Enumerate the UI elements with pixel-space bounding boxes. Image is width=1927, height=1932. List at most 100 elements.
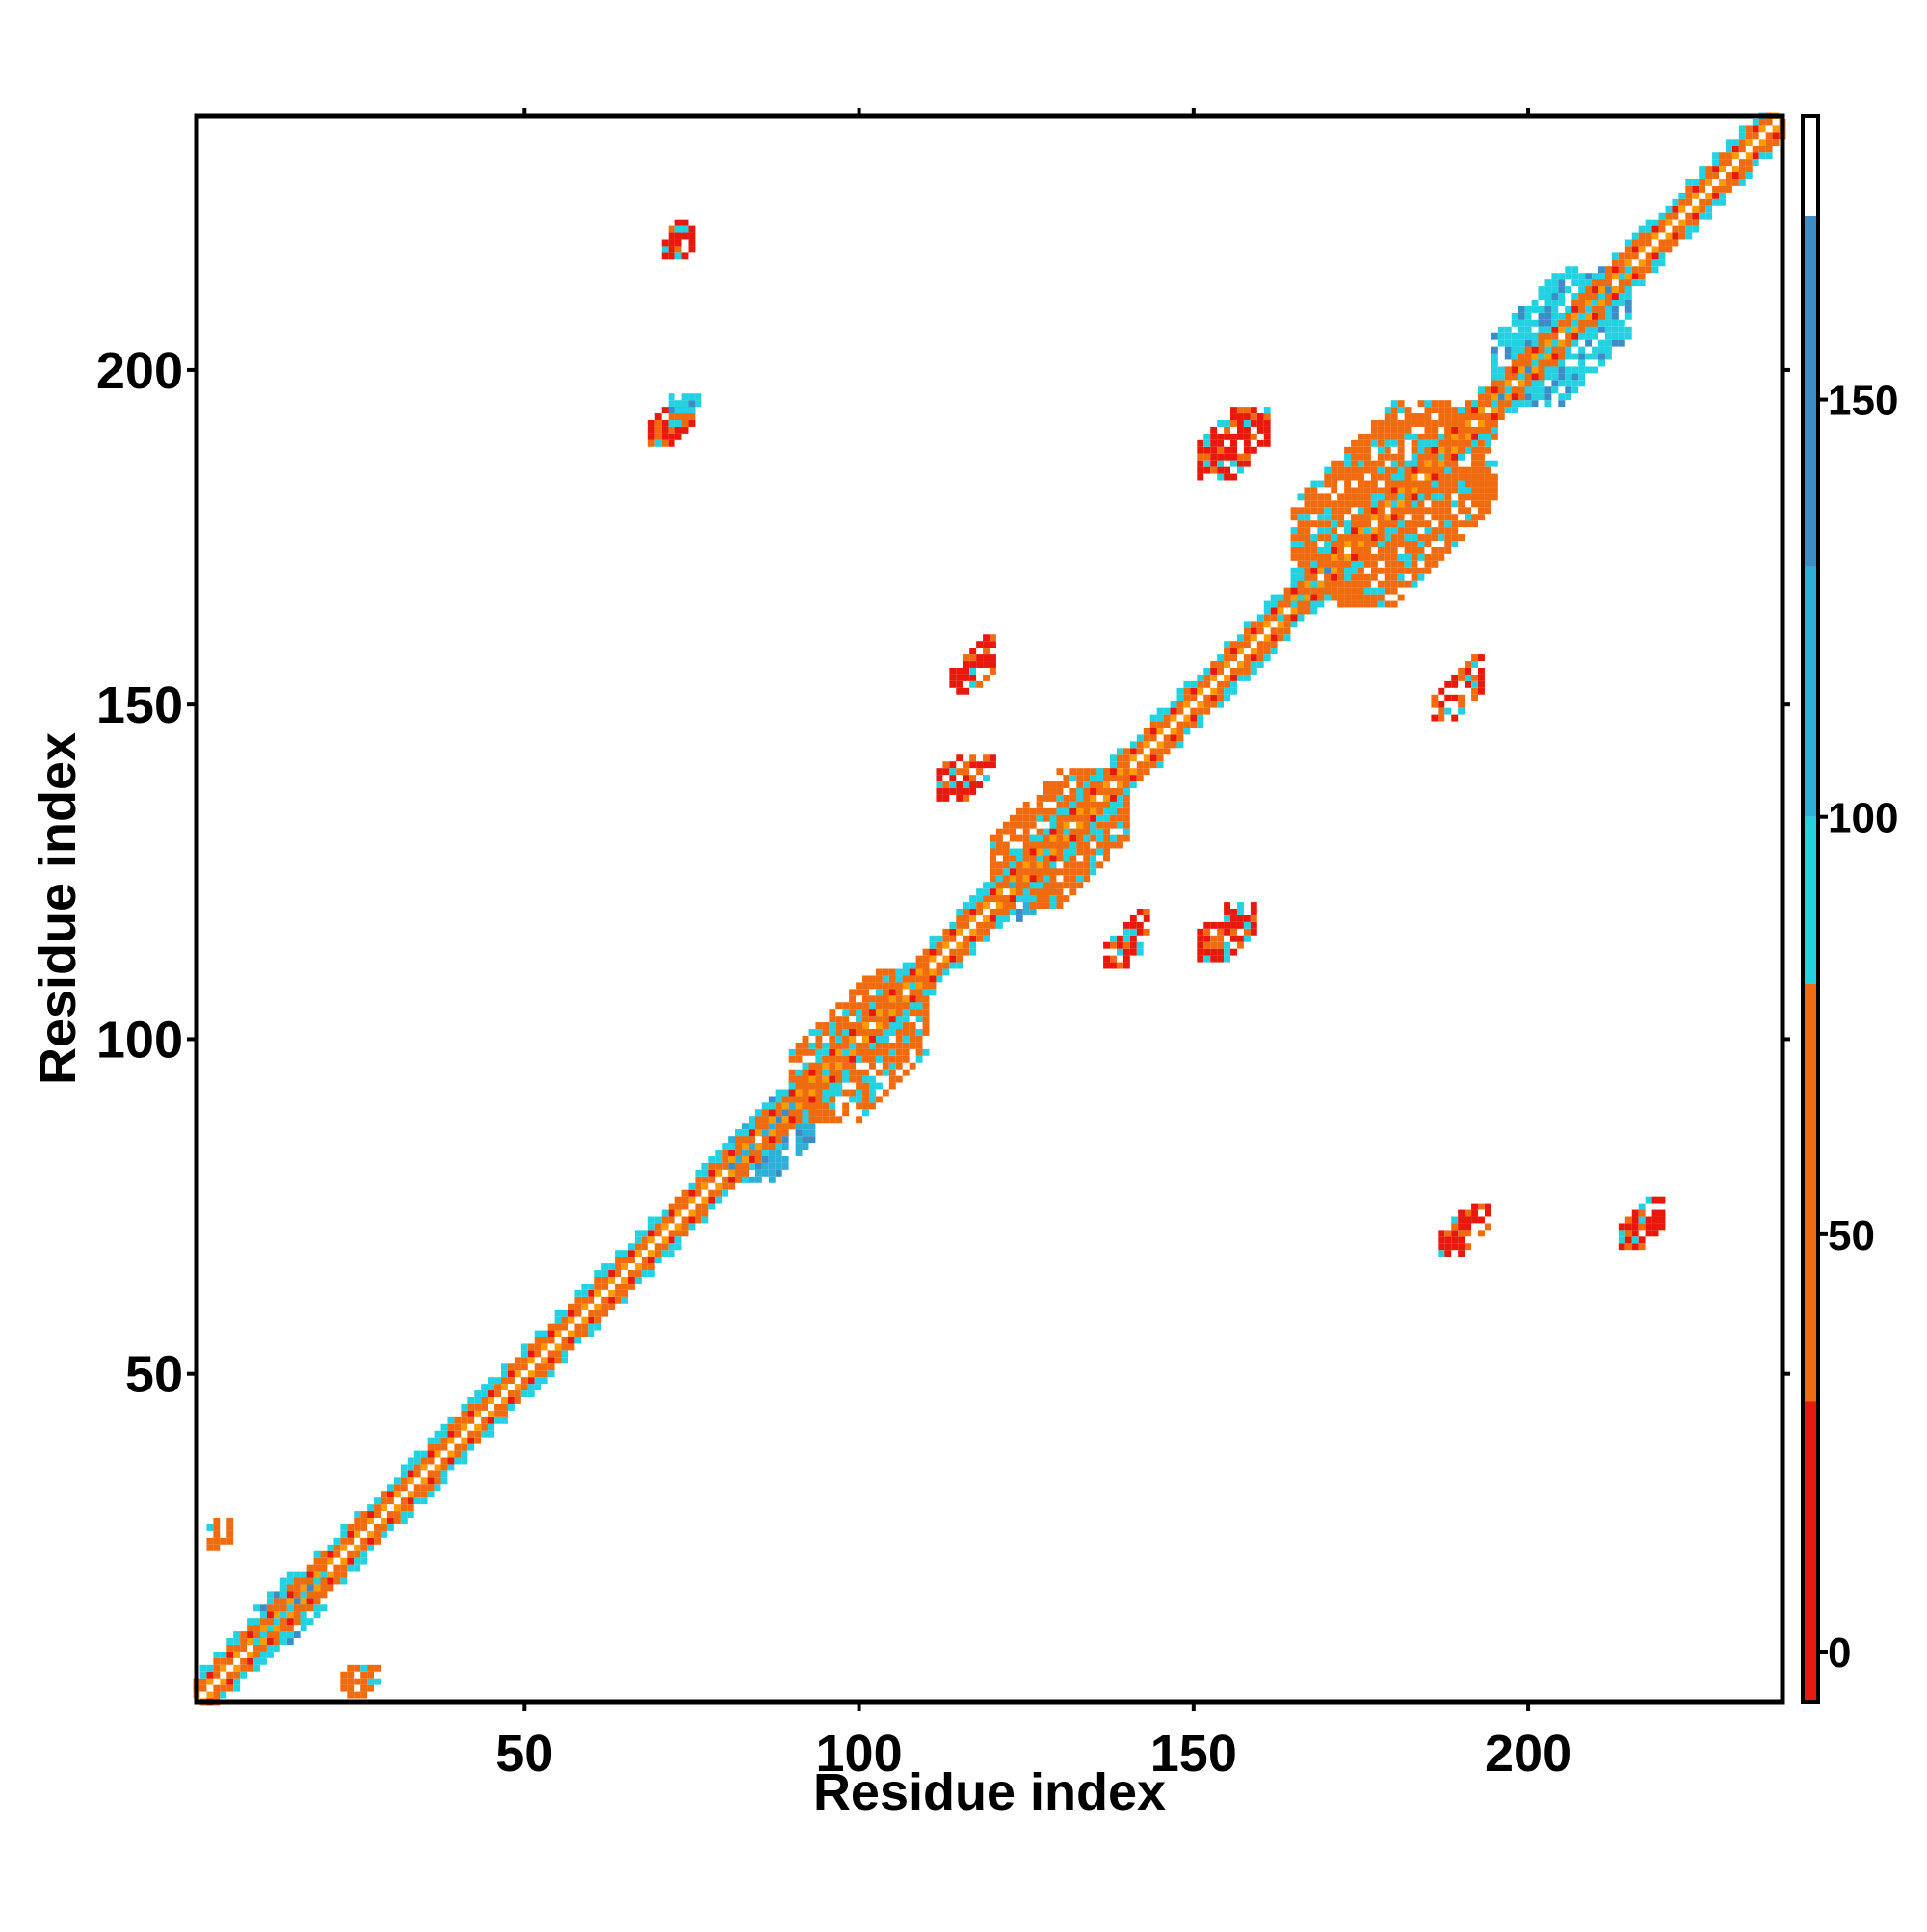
heat-cell xyxy=(1122,801,1130,808)
colorbar-tick-label: 50 xyxy=(1828,1212,1875,1259)
heat-cell xyxy=(561,1316,568,1324)
heat-cell xyxy=(795,1042,803,1049)
heat-cell xyxy=(1337,573,1345,581)
heat-cell xyxy=(1283,600,1291,608)
heat-cell xyxy=(1551,380,1559,387)
heat-cell xyxy=(902,968,910,976)
heat-cell xyxy=(340,1557,348,1565)
heat-cell xyxy=(1411,514,1418,521)
heat-cell xyxy=(320,1550,328,1558)
heat-cell xyxy=(1116,821,1123,829)
heat-cell xyxy=(1377,493,1385,501)
heat-cell xyxy=(1290,567,1298,574)
heat-cell xyxy=(1290,573,1298,581)
heat-cell xyxy=(1116,962,1123,969)
heat-cell xyxy=(1645,252,1652,260)
heat-cell xyxy=(654,413,662,420)
heat-cell xyxy=(1009,861,1016,869)
heat-cell xyxy=(1197,473,1204,481)
heat-cell xyxy=(1444,453,1452,461)
heat-cell xyxy=(220,1678,227,1685)
heat-cell xyxy=(995,848,1003,856)
heat-cell xyxy=(1351,560,1358,568)
heat-cell xyxy=(1518,346,1525,354)
heat-cell xyxy=(1444,680,1452,688)
heat-cell xyxy=(842,1002,850,1010)
heat-cell xyxy=(1096,848,1104,856)
heat-cell xyxy=(1243,433,1251,440)
heat-cell xyxy=(902,1069,910,1076)
heat-cell xyxy=(976,888,984,896)
heat-cell xyxy=(1658,219,1666,226)
heat-cell xyxy=(1417,439,1425,447)
heat-cell xyxy=(1404,527,1412,535)
heat-cell xyxy=(956,909,964,915)
heat-cell xyxy=(849,1062,857,1070)
heat-cell xyxy=(1390,527,1398,535)
heat-cell xyxy=(1538,332,1545,340)
heat-cell xyxy=(1197,941,1204,949)
heat-cell xyxy=(695,1182,702,1190)
heat-cell xyxy=(474,1430,482,1438)
heat-cell xyxy=(1310,567,1318,574)
heat-cell xyxy=(259,1625,267,1632)
heat-cell xyxy=(1036,895,1043,903)
heat-cell xyxy=(1250,921,1257,929)
heat-cell xyxy=(1478,407,1485,414)
heat-cell xyxy=(1417,400,1425,408)
heat-cell xyxy=(1110,935,1117,942)
colorbar-frame xyxy=(1801,114,1820,1704)
heat-cell xyxy=(1277,614,1284,622)
heat-cell xyxy=(1304,487,1311,494)
heat-cell xyxy=(1331,500,1338,508)
heat-cell xyxy=(1344,587,1352,595)
heat-cell xyxy=(1518,339,1525,347)
heat-cell xyxy=(1511,359,1518,367)
heat-cell xyxy=(735,1129,743,1137)
heat-cell xyxy=(1103,781,1110,788)
heat-cell xyxy=(1156,761,1164,769)
heat-cell xyxy=(668,413,675,420)
heat-cell xyxy=(983,882,990,889)
heat-cell xyxy=(1056,768,1064,776)
heat-cell xyxy=(1531,380,1539,387)
heat-cell xyxy=(1170,728,1177,735)
heat-cell xyxy=(969,674,977,681)
heat-cell xyxy=(1558,353,1566,360)
heat-cell xyxy=(1351,541,1358,547)
heat-cell xyxy=(1471,480,1478,488)
heat-cell xyxy=(1598,359,1605,367)
heat-cell xyxy=(1156,748,1164,755)
heat-cell xyxy=(1451,480,1459,488)
heat-cell xyxy=(1377,514,1385,521)
heat-cell xyxy=(1478,393,1485,401)
heat-cell xyxy=(1063,875,1070,883)
heat-cell xyxy=(327,1557,334,1565)
x-tick-label: 50 xyxy=(495,1725,553,1783)
heat-cell xyxy=(279,1598,287,1605)
heat-cell xyxy=(641,1270,648,1277)
heat-cell xyxy=(1170,707,1177,715)
heat-cell xyxy=(1344,580,1352,588)
heat-cell xyxy=(320,1591,328,1599)
heat-cell xyxy=(1337,541,1345,547)
heat-cell xyxy=(768,1162,776,1170)
heat-cell xyxy=(1504,366,1512,374)
heat-cell xyxy=(1451,439,1459,447)
heat-cell xyxy=(1236,641,1244,648)
heat-cell xyxy=(547,1323,555,1331)
heat-cell xyxy=(1043,861,1050,869)
heat-cell xyxy=(674,1243,682,1251)
heat-cell xyxy=(1465,487,1472,494)
heat-cell xyxy=(1651,252,1659,260)
heat-cell xyxy=(654,1250,662,1257)
heat-cell xyxy=(1518,366,1525,374)
heat-cell xyxy=(1122,935,1130,942)
heat-cell xyxy=(407,1457,414,1465)
heat-cell xyxy=(354,1523,361,1531)
heat-cell xyxy=(1424,433,1432,440)
heat-cell xyxy=(1136,909,1144,915)
heat-cell xyxy=(1658,212,1666,220)
heat-cell xyxy=(561,1310,568,1317)
heat-cell xyxy=(1049,888,1057,896)
